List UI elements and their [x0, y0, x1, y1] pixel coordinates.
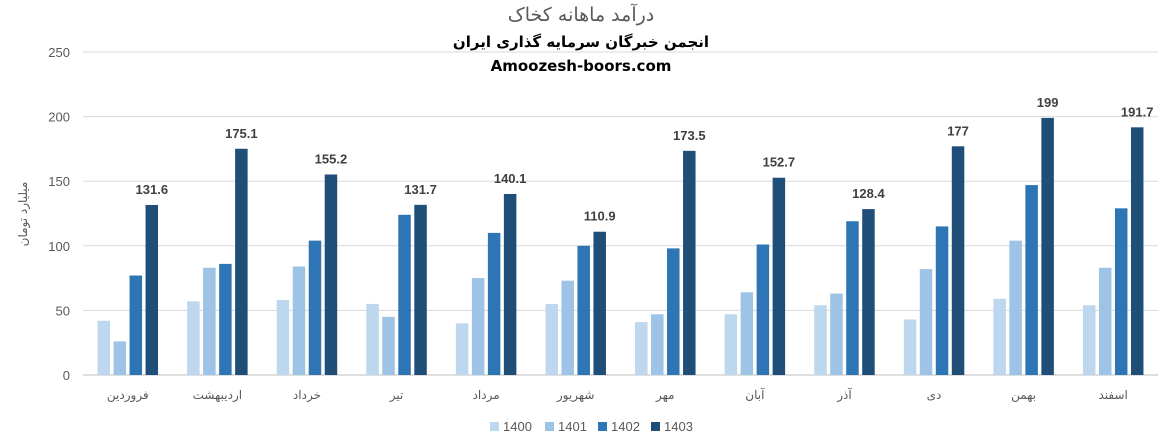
y-axis-label: میلیارد تومان: [16, 181, 30, 247]
category-label: آبان: [745, 387, 765, 402]
category-label: فروردین: [107, 388, 149, 403]
data-label: 155.2: [315, 151, 348, 166]
legend-swatch: [651, 422, 660, 431]
bar-1402: [846, 221, 859, 375]
data-label: 175.1: [225, 126, 258, 141]
bar-1400: [187, 301, 200, 375]
bar-1401: [561, 280, 574, 375]
legend-label: 1400: [503, 419, 532, 434]
bar-1400: [545, 303, 558, 375]
bar-1402: [577, 245, 590, 375]
bar-1400: [903, 319, 917, 375]
legend-label: 1403: [664, 419, 693, 434]
data-label: 177: [947, 123, 969, 138]
bar-1402: [487, 232, 501, 375]
legend-swatch: [598, 422, 607, 431]
bar-1400: [814, 305, 827, 375]
bar-1401: [651, 314, 664, 375]
bar-1401: [740, 292, 754, 375]
bar-1401: [471, 278, 485, 375]
category-label: تیر: [389, 388, 404, 403]
bar-1402: [1114, 208, 1128, 375]
data-label: 131.7: [404, 182, 437, 197]
bar-1403: [324, 174, 338, 375]
bar-1402: [219, 263, 232, 375]
data-label: 131.6: [136, 182, 169, 197]
category-label: اسفند: [1099, 388, 1128, 402]
bar-1402: [935, 226, 949, 375]
bar-1403: [235, 148, 248, 375]
category-label: مرداد: [473, 388, 500, 403]
bar-1400: [97, 320, 111, 375]
bar-1401: [919, 269, 933, 375]
bar-1401: [203, 267, 216, 375]
bar-1401: [382, 316, 395, 375]
bar-1403: [862, 209, 875, 375]
chart-website: Amoozesh-boors.com: [490, 57, 672, 75]
y-tick-label: 100: [48, 239, 70, 254]
bar-1402: [756, 244, 770, 375]
category-label: بهمن: [1011, 388, 1036, 403]
bar-1403: [593, 231, 606, 375]
bar-1400: [455, 323, 469, 375]
legend-label: 1402: [611, 419, 640, 434]
data-label: 128.4: [852, 186, 885, 201]
legend-swatch: [545, 422, 554, 431]
bar-1403: [1041, 117, 1054, 375]
bar-1401: [830, 293, 843, 375]
category-label: خرداد: [293, 388, 321, 403]
bar-1403: [145, 204, 159, 375]
bar-1400: [1082, 305, 1096, 375]
bar-1403: [1130, 127, 1144, 375]
y-tick-label: 250: [48, 45, 70, 60]
bar-1403: [951, 146, 965, 375]
bar-1401: [292, 266, 306, 375]
data-label: 110.9: [584, 209, 616, 224]
category-label: دی: [927, 388, 942, 402]
y-tick-label: 150: [48, 174, 70, 189]
y-tick-label: 200: [48, 110, 70, 125]
bar-1402: [398, 214, 411, 375]
bar-1403: [772, 177, 786, 375]
bar-1400: [993, 298, 1006, 375]
y-tick-label: 0: [63, 368, 70, 383]
bar-1400: [635, 322, 648, 375]
bar-1401: [1009, 240, 1022, 375]
data-label: 140.1: [494, 171, 527, 186]
bar-1401: [113, 341, 127, 375]
legend-label: 1401: [558, 419, 587, 434]
bar-1403: [683, 150, 696, 375]
bar-1401: [1098, 267, 1112, 375]
bar-1402: [308, 240, 322, 375]
chart-subtitle: انجمن خبرگان سرمایه گذاری ایران: [452, 33, 710, 51]
data-label: 199: [1037, 95, 1059, 110]
category-label: اردیبهشت: [193, 388, 242, 403]
y-tick-label: 50: [56, 303, 70, 318]
bar-1402: [1025, 185, 1038, 375]
bar-1402: [667, 248, 680, 375]
chart-title: درآمد ماهانه کخاک: [507, 4, 655, 26]
bar-1403: [414, 204, 427, 375]
data-label: 191.7: [1121, 104, 1154, 119]
category-label: مهر: [655, 388, 675, 403]
bar-1400: [366, 303, 379, 375]
legend-swatch: [490, 422, 499, 431]
bar-1400: [724, 314, 738, 375]
bar-1403: [503, 193, 517, 375]
bar-1400: [276, 300, 290, 375]
category-label: آذر: [836, 387, 852, 403]
category-label: شهریور: [556, 388, 595, 403]
bar-1402: [129, 275, 143, 375]
data-label: 173.5: [673, 128, 706, 143]
data-label: 152.7: [763, 155, 796, 170]
